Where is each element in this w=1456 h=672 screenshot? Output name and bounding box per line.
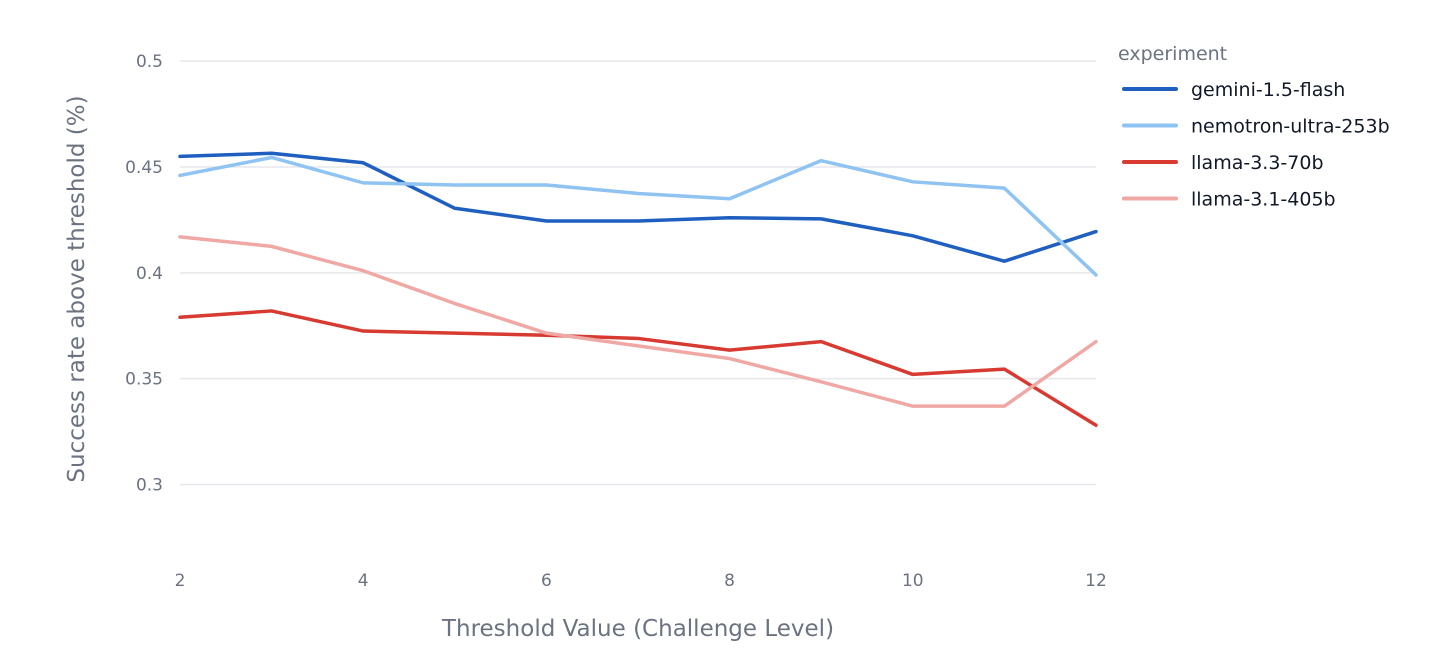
legend-label: gemini-1.5-flash: [1191, 79, 1345, 101]
y-axis-ticks: 0.3 0.35 0.4 0.45 0.5: [125, 52, 163, 495]
legend-item[interactable]: llama-3.3-70b: [1122, 152, 1324, 174]
x-axis-title: Threshold Value (Challenge Level): [441, 616, 834, 642]
y-tick-label: 0.45: [125, 158, 163, 178]
y-tick-label: 0.3: [136, 476, 163, 496]
series-line-llama-3.3-70b: [178, 309, 1098, 427]
gridlines: [180, 60, 1096, 486]
legend: experiment gemini-1.5-flash nemotron-ultr…: [1118, 43, 1390, 211]
x-tick-label: 6: [541, 571, 552, 591]
y-tick-label: 0.4: [136, 264, 163, 284]
y-axis-title: Success rate above threshold (%): [64, 95, 90, 482]
series-lines: [178, 151, 1098, 427]
x-axis-ticks: 2 4 6 8 10 12: [175, 571, 1107, 591]
legend-item[interactable]: gemini-1.5-flash: [1122, 79, 1345, 101]
series-line-gemini-1.5-flash: [178, 151, 1098, 263]
legend-label: llama-3.1-405b: [1191, 189, 1336, 211]
x-tick-label: 8: [724, 571, 735, 591]
y-tick-label: 0.5: [136, 52, 163, 72]
y-tick-label: 0.35: [125, 370, 163, 390]
x-tick-label: 10: [902, 571, 924, 591]
series-line-llama-3.1-405b: [178, 235, 1098, 408]
legend-title: experiment: [1118, 43, 1227, 65]
x-tick-label: 4: [358, 571, 369, 591]
legend-label: nemotron-ultra-253b: [1191, 116, 1390, 138]
legend-item[interactable]: nemotron-ultra-253b: [1122, 116, 1390, 138]
legend-item[interactable]: llama-3.1-405b: [1122, 189, 1336, 211]
series-line-nemotron-ultra-253b: [178, 155, 1098, 277]
x-tick-label: 2: [175, 571, 186, 591]
x-tick-label: 12: [1085, 571, 1107, 591]
legend-label: llama-3.3-70b: [1191, 152, 1324, 174]
